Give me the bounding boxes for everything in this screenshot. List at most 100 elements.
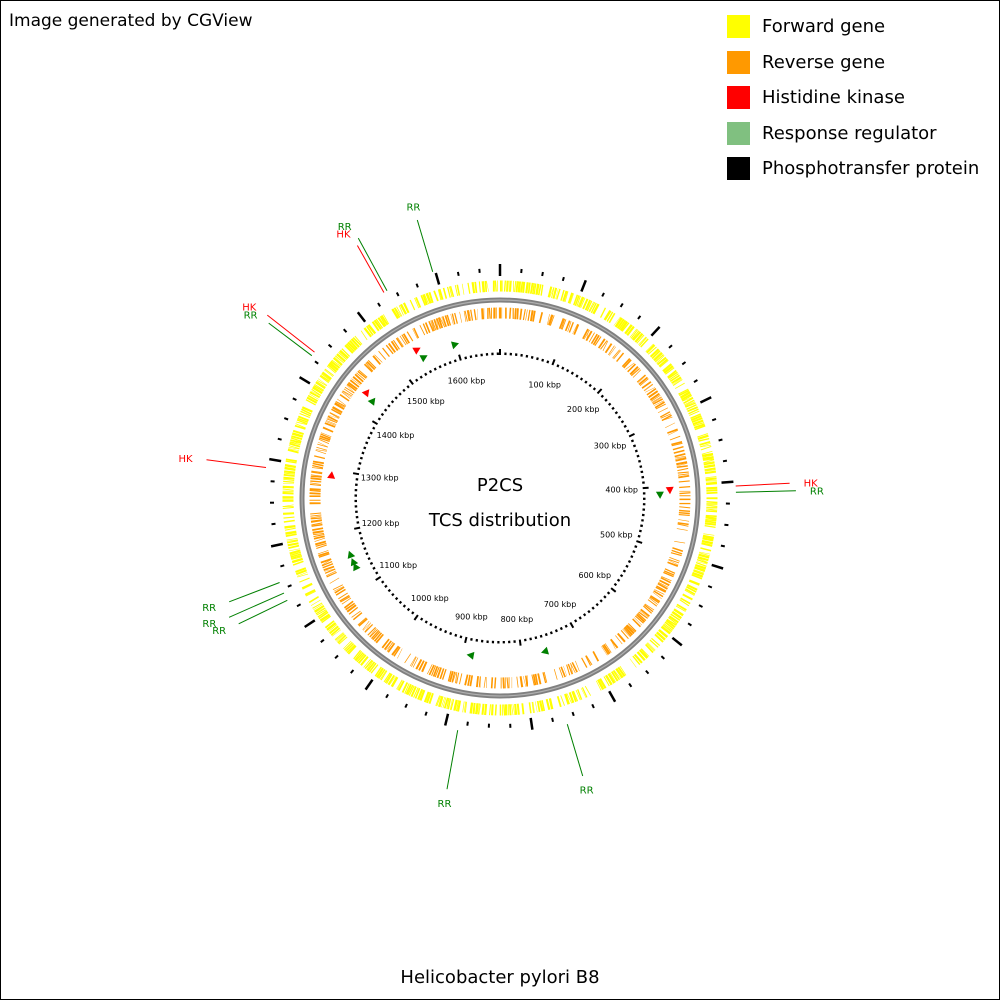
hk-annotation-label: HK xyxy=(336,229,351,240)
legend-swatch-phosphotransfer-protein xyxy=(727,157,750,181)
forward-gene xyxy=(443,697,449,709)
reverse-gene xyxy=(314,540,327,546)
forward-gene xyxy=(366,660,374,671)
reverse-gene xyxy=(437,317,444,329)
reverse-gene xyxy=(402,333,411,344)
reverse-gene xyxy=(422,323,429,335)
reverse-gene xyxy=(332,406,343,414)
reverse-gene xyxy=(378,350,387,360)
forward-gene xyxy=(691,573,703,580)
scale-minor-tick xyxy=(367,557,371,561)
forward-gene xyxy=(659,359,669,368)
scale-minor-tick xyxy=(424,372,428,376)
forward-gene xyxy=(329,625,339,635)
scale-minor-tick xyxy=(634,449,638,453)
rr-marker xyxy=(541,646,549,655)
reverse-gene xyxy=(667,561,679,567)
forward-gene xyxy=(415,297,422,308)
reverse-gene xyxy=(393,646,401,657)
outer-tick xyxy=(721,480,734,484)
forward-gene xyxy=(701,542,713,547)
forward-gene xyxy=(538,700,544,712)
forward-gene xyxy=(649,348,660,358)
scale-minor-tick xyxy=(554,629,558,633)
forward-gene xyxy=(347,341,357,351)
forward-gene xyxy=(663,365,674,374)
forward-gene xyxy=(425,292,432,304)
forward-gene xyxy=(453,699,458,711)
reverse-gene xyxy=(657,582,668,590)
forward-gene xyxy=(667,371,678,379)
forward-gene xyxy=(640,338,649,348)
forward-gene xyxy=(697,556,709,562)
reverse-gene xyxy=(642,605,653,614)
rr-marker xyxy=(466,651,475,660)
hk-annotation-label: HK xyxy=(242,302,257,313)
reverse-gene xyxy=(643,604,654,613)
forward-gene xyxy=(366,325,374,336)
scale-minor-tick xyxy=(539,634,543,638)
legend-swatch-response-regulator xyxy=(727,121,750,145)
forward-gene xyxy=(314,383,325,391)
scale-minor-tick xyxy=(387,588,392,593)
scale-minor-tick xyxy=(367,436,371,440)
forward-gene xyxy=(345,643,355,652)
scale-minor-tick xyxy=(582,613,587,617)
reverse-gene xyxy=(571,661,578,673)
reverse-gene xyxy=(621,358,631,368)
legend-swatch-histidine-kinase xyxy=(727,86,750,110)
forward-gene xyxy=(654,354,664,363)
forward-gene xyxy=(336,353,346,363)
scale-minor-tick xyxy=(529,637,532,641)
forward-gene xyxy=(656,355,665,364)
annotation-leader xyxy=(356,245,385,293)
scale-minor-tick xyxy=(433,367,437,371)
reverse-gene xyxy=(433,318,439,330)
scale-minor-tick xyxy=(444,629,448,634)
center-title: P2CS xyxy=(477,475,523,496)
forward-gene xyxy=(354,335,363,345)
outer-tick xyxy=(671,636,683,647)
scale-minor-tick xyxy=(383,408,388,412)
forward-gene xyxy=(374,666,382,677)
forward-gene xyxy=(368,662,377,673)
reverse-gene xyxy=(659,579,670,587)
forward-gene xyxy=(581,687,588,698)
hk-marker xyxy=(665,486,674,495)
reverse-gene xyxy=(366,361,376,371)
scale-major-tick xyxy=(375,575,382,581)
reverse-gene xyxy=(352,375,363,385)
reverse-gene xyxy=(637,612,647,622)
forward-gene xyxy=(651,350,661,360)
credit-text: Image generated by CGView xyxy=(9,11,253,31)
rr-annotation-label: RR xyxy=(580,785,594,796)
scale-minor-tick xyxy=(424,620,428,624)
scale-tick-label: 1000 kbp xyxy=(411,594,449,603)
forward-gene xyxy=(380,314,389,326)
scale-tick-label: 800 kbp xyxy=(501,615,534,624)
reverse-gene xyxy=(635,613,646,623)
reverse-gene xyxy=(600,340,608,350)
reverse-gene xyxy=(367,359,377,369)
reverse-gene xyxy=(630,367,641,377)
forward-gene xyxy=(292,429,304,436)
forward-gene xyxy=(387,674,395,686)
outer-tick xyxy=(608,690,617,703)
forward-gene xyxy=(349,340,358,350)
reverse-gene xyxy=(418,660,425,671)
forward-gene xyxy=(336,633,345,642)
reverse-gene xyxy=(601,645,610,655)
reverse-gene xyxy=(656,585,667,592)
forward-gene xyxy=(599,307,607,318)
legend-item-response-regulator: Response regulator xyxy=(727,116,997,152)
tcs-marker-track xyxy=(327,341,674,660)
reverse-gene xyxy=(345,602,356,611)
scale-minor-tick xyxy=(449,631,453,636)
reverse-gene xyxy=(346,604,357,613)
forward-gene xyxy=(296,419,308,425)
scale-minor-tick xyxy=(549,631,553,635)
reverse-gene xyxy=(627,363,637,373)
forward-gene xyxy=(376,667,384,678)
scale-minor-tick xyxy=(632,550,636,554)
